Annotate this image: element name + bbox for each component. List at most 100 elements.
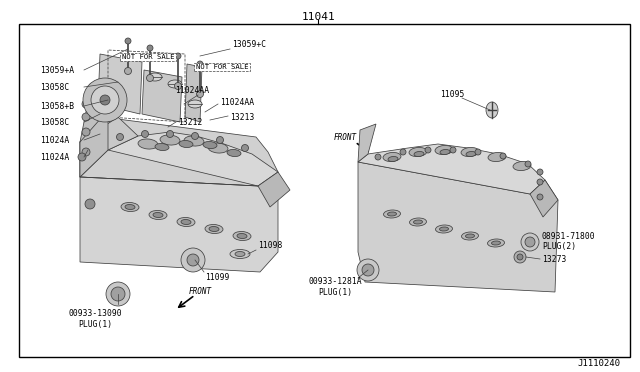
Text: 13058+B: 13058+B xyxy=(40,102,74,110)
Circle shape xyxy=(82,113,90,121)
Circle shape xyxy=(125,38,131,44)
Ellipse shape xyxy=(149,211,167,219)
Text: 11024A: 11024A xyxy=(40,153,69,161)
Ellipse shape xyxy=(440,227,449,231)
Circle shape xyxy=(83,78,127,122)
Ellipse shape xyxy=(121,202,139,212)
Polygon shape xyxy=(88,84,112,122)
Text: NOT FOR SALE: NOT FOR SALE xyxy=(196,64,248,70)
Text: 11095: 11095 xyxy=(440,90,465,99)
Circle shape xyxy=(400,149,406,155)
Bar xyxy=(19,24,630,357)
Ellipse shape xyxy=(179,141,193,148)
Circle shape xyxy=(537,169,543,175)
Circle shape xyxy=(216,137,223,144)
Circle shape xyxy=(500,153,506,159)
Ellipse shape xyxy=(148,73,162,81)
Text: 13273: 13273 xyxy=(542,256,566,264)
Text: 13212: 13212 xyxy=(178,118,202,126)
Polygon shape xyxy=(108,132,278,186)
Text: NOT FOR SALE: NOT FOR SALE xyxy=(122,54,174,60)
Text: 08931-71800: 08931-71800 xyxy=(542,231,596,241)
Circle shape xyxy=(525,237,535,247)
Polygon shape xyxy=(80,117,278,186)
Ellipse shape xyxy=(138,139,158,149)
Text: 11024AA: 11024AA xyxy=(220,97,254,106)
Polygon shape xyxy=(358,144,545,194)
Ellipse shape xyxy=(413,220,422,224)
Circle shape xyxy=(537,194,543,200)
Circle shape xyxy=(91,86,119,114)
Text: 13213: 13213 xyxy=(230,112,254,122)
Text: 13059+A: 13059+A xyxy=(40,65,74,74)
Circle shape xyxy=(196,90,204,97)
Circle shape xyxy=(191,132,198,140)
Ellipse shape xyxy=(177,218,195,227)
Text: PLUG(1): PLUG(1) xyxy=(318,288,352,296)
Ellipse shape xyxy=(205,224,223,234)
Circle shape xyxy=(100,95,110,105)
Ellipse shape xyxy=(388,157,398,161)
Ellipse shape xyxy=(435,225,452,233)
Polygon shape xyxy=(185,64,202,122)
Circle shape xyxy=(147,74,154,81)
Polygon shape xyxy=(98,54,142,114)
Circle shape xyxy=(362,264,374,276)
Text: FRONT: FRONT xyxy=(188,288,212,296)
Circle shape xyxy=(111,287,125,301)
Ellipse shape xyxy=(203,141,217,148)
Circle shape xyxy=(166,131,173,138)
Polygon shape xyxy=(358,124,376,162)
Ellipse shape xyxy=(488,239,504,247)
Ellipse shape xyxy=(153,212,163,218)
Circle shape xyxy=(147,45,153,51)
Circle shape xyxy=(106,282,130,306)
Circle shape xyxy=(425,147,431,153)
Text: PLUG(1): PLUG(1) xyxy=(78,320,112,328)
Ellipse shape xyxy=(160,135,180,145)
Ellipse shape xyxy=(435,145,453,154)
Ellipse shape xyxy=(155,144,169,151)
Circle shape xyxy=(375,154,381,160)
Ellipse shape xyxy=(230,250,250,259)
Ellipse shape xyxy=(461,232,479,240)
Circle shape xyxy=(181,248,205,272)
Polygon shape xyxy=(80,117,138,177)
Text: FRONT: FRONT xyxy=(333,132,356,141)
Ellipse shape xyxy=(227,150,241,157)
Circle shape xyxy=(175,53,181,59)
Circle shape xyxy=(175,83,182,90)
Text: 00933-1281A: 00933-1281A xyxy=(308,278,362,286)
Ellipse shape xyxy=(233,231,251,241)
Ellipse shape xyxy=(440,150,450,154)
Ellipse shape xyxy=(492,241,500,245)
Polygon shape xyxy=(530,180,558,217)
Ellipse shape xyxy=(125,205,135,209)
Circle shape xyxy=(241,144,248,151)
Polygon shape xyxy=(358,162,558,292)
Circle shape xyxy=(537,179,543,185)
Ellipse shape xyxy=(209,227,219,231)
Circle shape xyxy=(187,254,199,266)
Circle shape xyxy=(125,67,131,74)
Circle shape xyxy=(85,199,95,209)
Polygon shape xyxy=(258,172,290,207)
Circle shape xyxy=(475,149,481,155)
Text: 11099: 11099 xyxy=(205,273,229,282)
Ellipse shape xyxy=(414,151,424,157)
Ellipse shape xyxy=(461,147,479,157)
Circle shape xyxy=(521,233,539,251)
Circle shape xyxy=(82,100,90,108)
Text: J1110240: J1110240 xyxy=(578,359,621,368)
Ellipse shape xyxy=(410,218,426,226)
Ellipse shape xyxy=(235,251,245,257)
Circle shape xyxy=(514,251,526,263)
Circle shape xyxy=(82,128,90,136)
Ellipse shape xyxy=(188,100,202,108)
Text: 13059+C: 13059+C xyxy=(232,39,266,48)
Circle shape xyxy=(197,61,203,67)
Circle shape xyxy=(357,259,379,281)
Text: PLUG(2): PLUG(2) xyxy=(542,241,576,250)
Circle shape xyxy=(525,161,531,167)
Ellipse shape xyxy=(465,234,474,238)
